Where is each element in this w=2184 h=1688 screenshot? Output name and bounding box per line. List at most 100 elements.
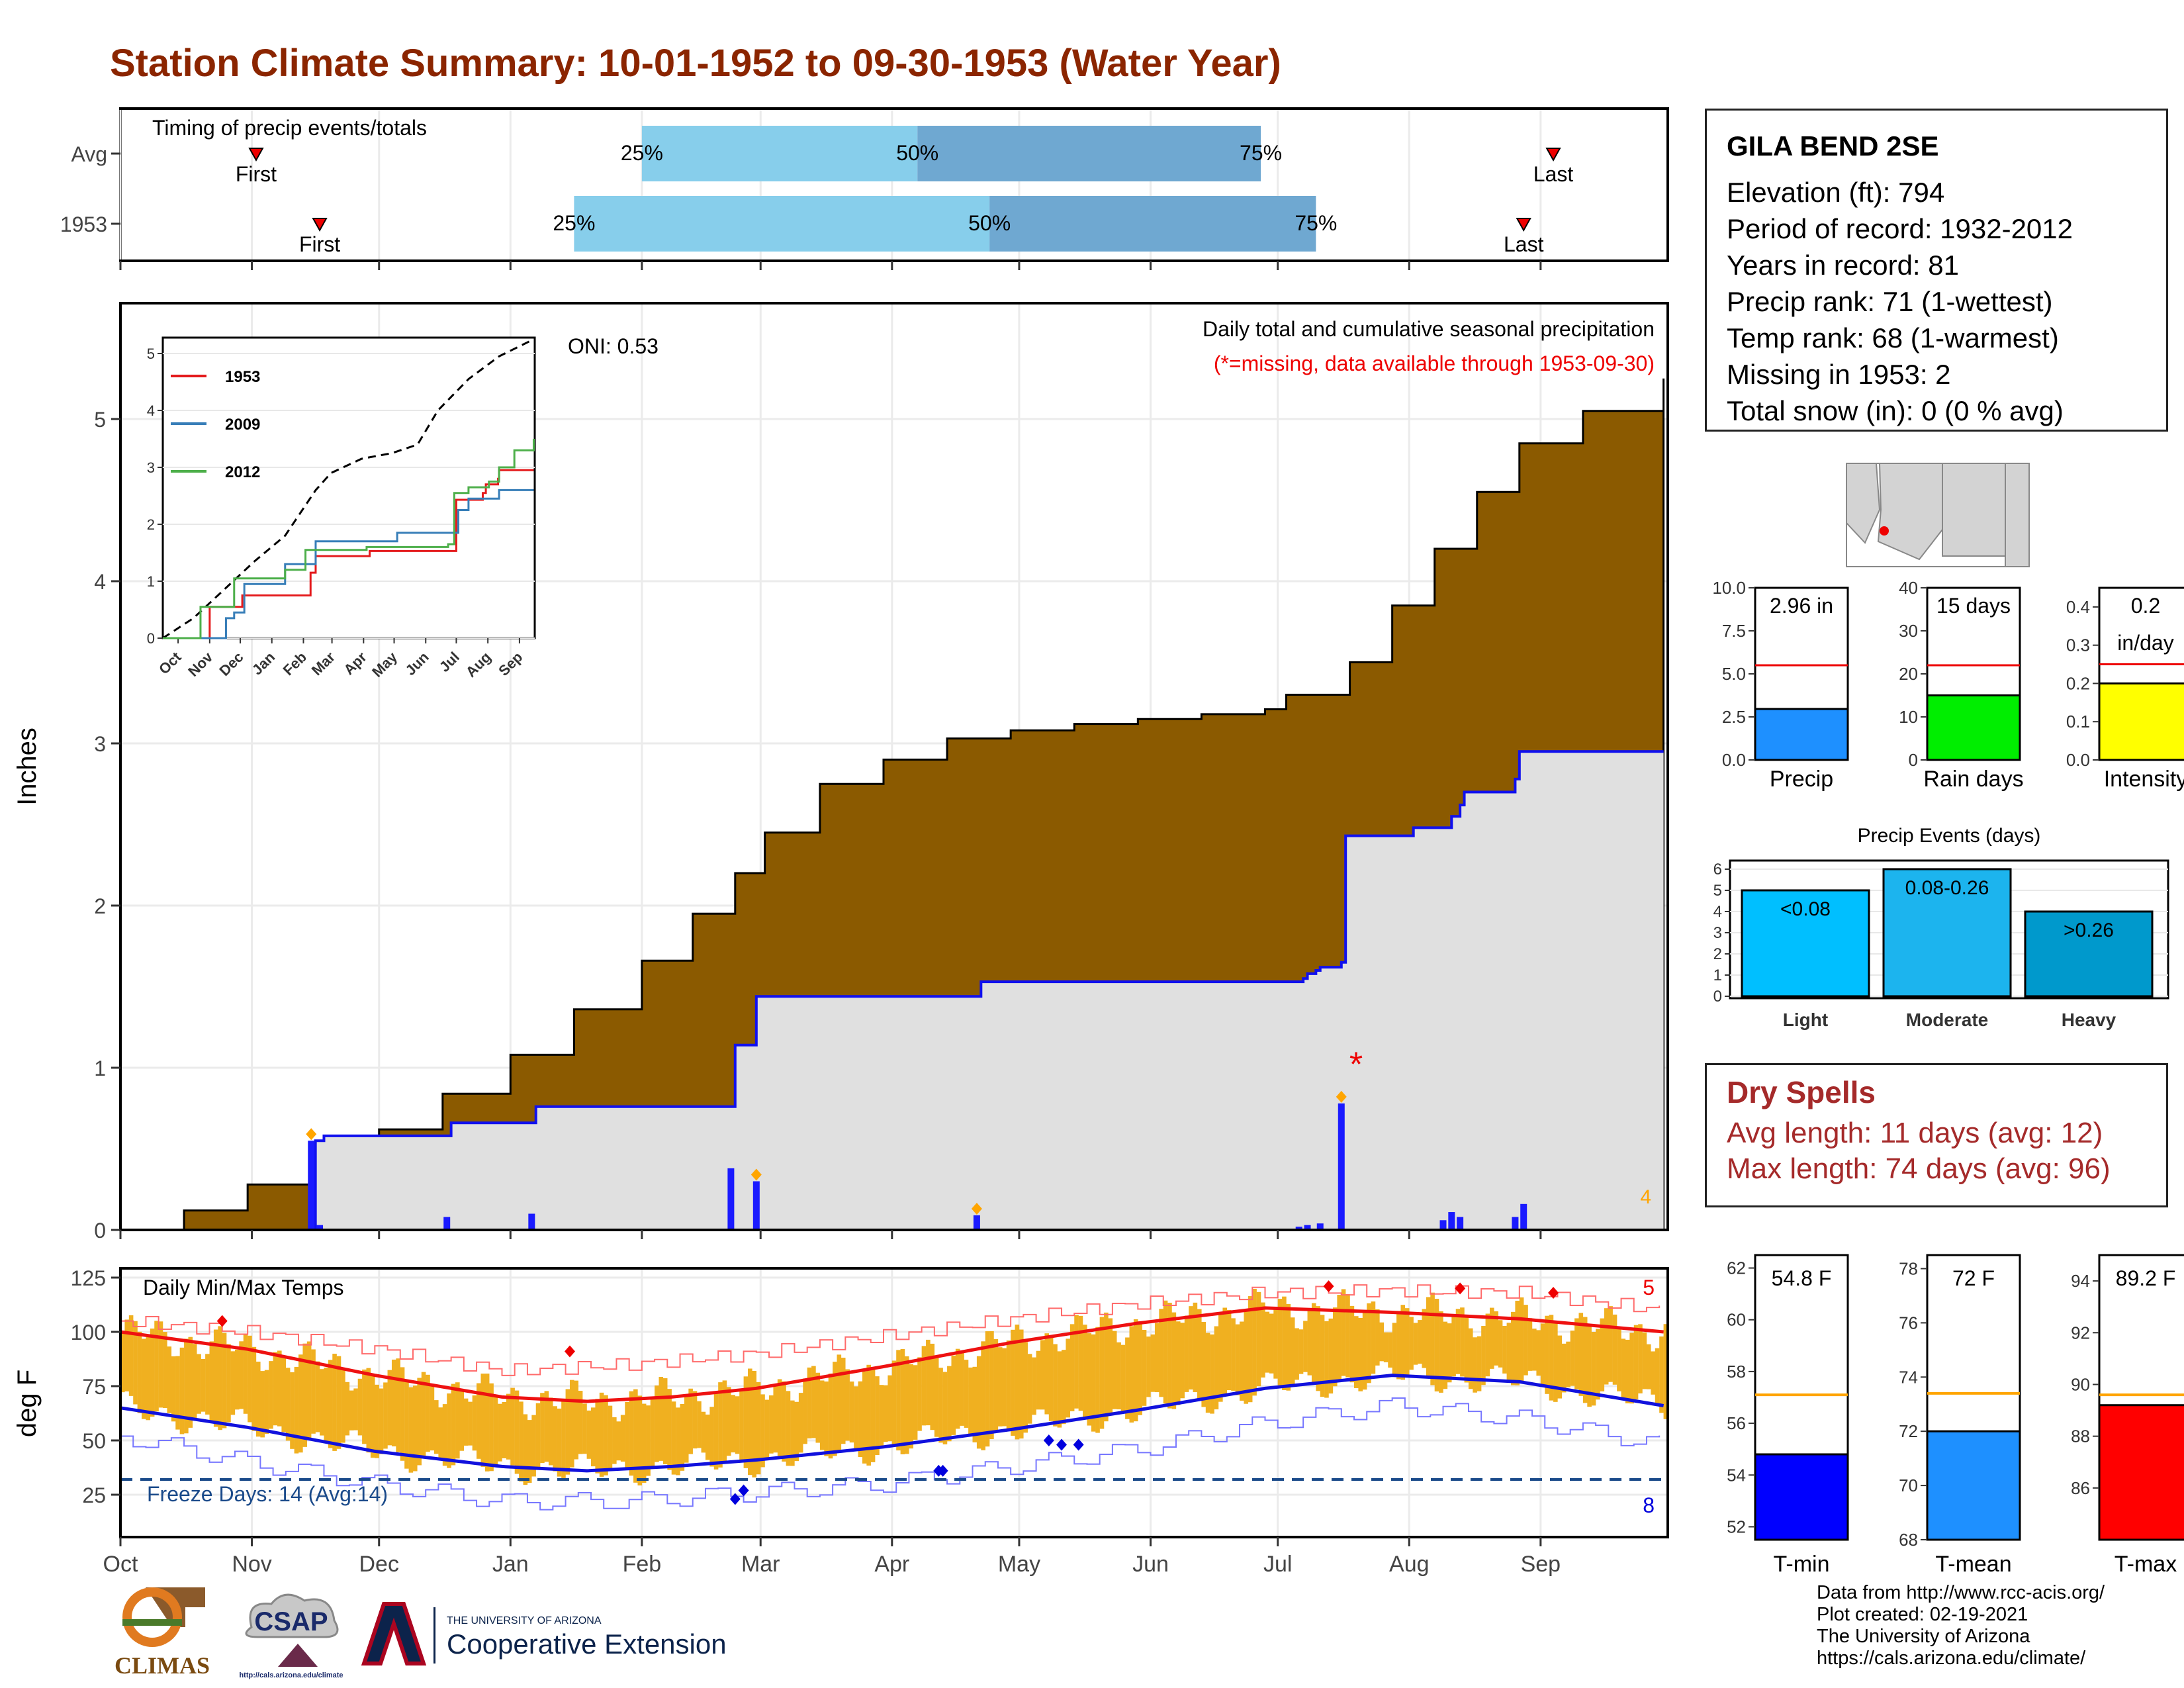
temps-daily-bar — [1069, 1324, 1075, 1411]
temps-daily-bar — [1201, 1322, 1206, 1407]
temps-daily-bar — [1464, 1315, 1469, 1383]
temps-daily-bar — [128, 1315, 134, 1396]
gauge-value-label: 15 days — [1936, 594, 2011, 618]
temps-daily-bar — [527, 1420, 532, 1483]
temps-daily-bar — [713, 1393, 719, 1470]
temps-daily-bar — [1489, 1307, 1494, 1369]
temps-daily-bar — [451, 1383, 456, 1466]
temps-daily-bar — [1210, 1334, 1214, 1414]
temps-daily-bar — [1256, 1291, 1261, 1387]
temps-daily-bar — [1477, 1336, 1482, 1391]
timing-bar-q1 — [641, 126, 918, 181]
temps-daily-bar — [1434, 1299, 1439, 1392]
temps-daily-bar — [1536, 1330, 1541, 1376]
temps-daily-bar — [646, 1405, 651, 1476]
timing-p75-label: 75% — [1240, 141, 1282, 165]
gauge-name-label: Intensity — [2104, 767, 2184, 792]
temps-daily-bar — [345, 1382, 350, 1436]
x-axis-month-label: Dec — [359, 1552, 398, 1577]
temps-daily-bar — [544, 1391, 549, 1462]
temp-gauge-y-tick-label: 88 — [2071, 1427, 2090, 1446]
temps-daily-bar — [1282, 1296, 1287, 1391]
temps-daily-bar — [942, 1372, 948, 1444]
temps-daily-bar — [1651, 1351, 1655, 1395]
timing-p50-label: 50% — [896, 141, 938, 165]
temps-daily-bar — [273, 1352, 278, 1426]
temps-daily-bar — [1460, 1307, 1465, 1377]
csap-logo-url: http://cals.arizona.edu/climate — [239, 1671, 343, 1679]
temps-daily-bar — [1451, 1317, 1456, 1377]
temps-daily-bar — [1142, 1330, 1147, 1406]
temps-daily-bar — [353, 1388, 358, 1430]
temps-daily-bar — [362, 1369, 367, 1444]
gauge-y-tick-label: 20 — [1899, 664, 1918, 684]
inset-y-tick-label: 1 — [147, 573, 155, 590]
temps-daily-bar — [1019, 1329, 1024, 1439]
temps-y-tick-label: 75 — [82, 1375, 106, 1399]
temps-daily-bar — [391, 1359, 396, 1446]
temp-gauge-y-tick-label: 62 — [1727, 1258, 1746, 1278]
timing-p50-label: 50% — [968, 211, 1011, 235]
precip-corner-count: 4 — [1640, 1186, 1651, 1208]
temps-daily-bar — [1171, 1312, 1177, 1409]
temps-daily-bar — [896, 1350, 901, 1451]
temps-daily-bar — [1175, 1321, 1181, 1405]
temps-daily-bar — [417, 1378, 422, 1466]
events-y-tick-label: 5 — [1713, 882, 1722, 900]
temps-daily-bar — [718, 1382, 723, 1468]
temps-daily-bar — [565, 1389, 570, 1475]
precip-y-tick-label: 0 — [94, 1219, 106, 1243]
precip-daily-bar — [316, 1225, 324, 1230]
temps-daily-bar — [171, 1356, 176, 1422]
dry-spells-box: Dry Spells Avg length: 11 days (avg: 12)… — [1705, 1063, 2168, 1207]
events-y-tick-label: 3 — [1713, 924, 1722, 942]
temps-record-max-line — [120, 1284, 1661, 1376]
temps-daily-bar — [684, 1395, 689, 1463]
temps-daily-bar — [858, 1381, 863, 1457]
temps-daily-bar — [1447, 1323, 1452, 1383]
temps-daily-bar — [1091, 1334, 1096, 1432]
station-years: Years in record: 81 — [1727, 250, 1959, 281]
temps-daily-bar — [298, 1354, 303, 1453]
temps-daily-bar — [1286, 1303, 1291, 1391]
precip-daily-bar — [308, 1141, 315, 1230]
temps-daily-bar — [1328, 1318, 1334, 1394]
temps-daily-bar — [705, 1414, 710, 1460]
temps-daily-bar — [777, 1379, 782, 1456]
temps-daily-bar — [553, 1406, 557, 1472]
temps-daily-bar — [1612, 1314, 1617, 1385]
precip-year-cumulative-line — [120, 750, 1664, 1231]
temps-daily-bar — [357, 1378, 363, 1436]
temps-daily-bar — [905, 1356, 909, 1454]
precip-y-tick-label: 5 — [94, 408, 106, 432]
temps-daily-bar — [709, 1407, 714, 1467]
temps-daily-bar — [1116, 1342, 1121, 1410]
temps-daily-bar — [1311, 1303, 1316, 1383]
temps-daily-bar — [701, 1411, 706, 1453]
temps-daily-bar — [336, 1356, 341, 1449]
temps-daily-bar — [1167, 1302, 1172, 1409]
temps-bottom-count: 8 — [1643, 1493, 1655, 1517]
temps-daily-bar — [938, 1368, 943, 1443]
temps-daily-bar — [498, 1403, 502, 1462]
temps-record-high-marker — [1548, 1286, 1559, 1299]
temps-daily-bar — [1468, 1328, 1473, 1389]
temps-daily-bar — [477, 1383, 481, 1459]
temps-daily-bar — [1295, 1328, 1299, 1380]
map-state-tx — [2005, 463, 2030, 567]
timing-row-label: Avg — [71, 142, 107, 166]
temps-record-low-marker — [729, 1493, 741, 1505]
precip-daily-bar — [1295, 1227, 1302, 1230]
temps-daily-bar — [604, 1395, 608, 1476]
precip-missing-marker: * — [1349, 1045, 1363, 1084]
temps-daily-bar — [854, 1386, 858, 1449]
temps-daily-bar — [230, 1351, 236, 1415]
temps-daily-bar — [803, 1378, 807, 1444]
temps-daily-bar — [841, 1358, 846, 1444]
gauge-bar-intensity — [2098, 682, 2184, 761]
temps-daily-bar — [586, 1410, 592, 1459]
precip-daily-bar — [752, 1181, 760, 1230]
temps-daily-bar — [523, 1414, 528, 1485]
gauge-y-tick-label: 5.0 — [1722, 664, 1746, 684]
credit-line-university: The University of Arizona — [1817, 1626, 2030, 1647]
